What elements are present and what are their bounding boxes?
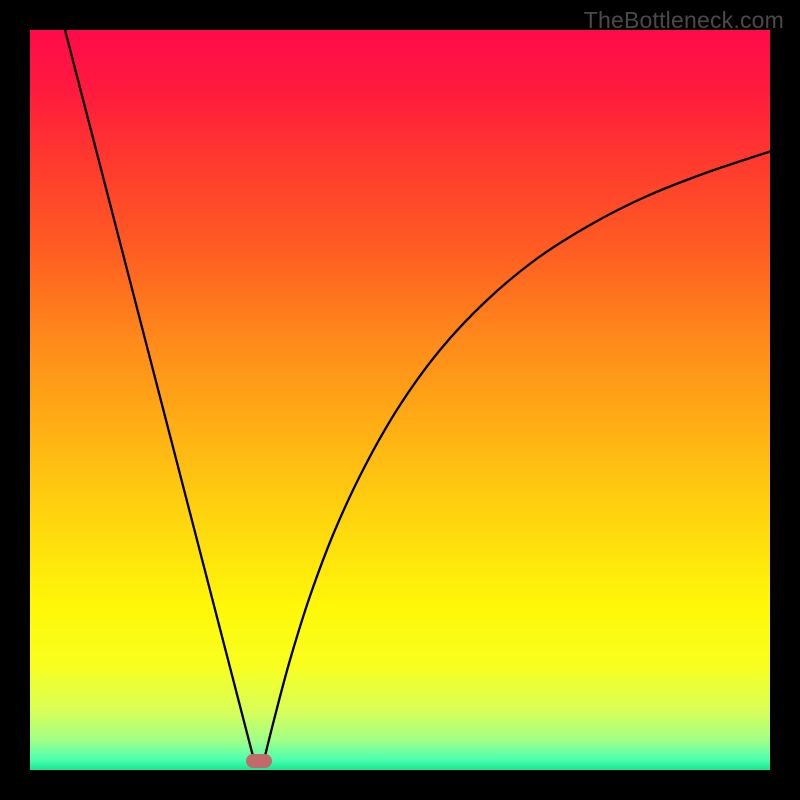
min-marker (246, 754, 272, 768)
chart-plot-area (30, 30, 770, 770)
curve-left-branch (64, 30, 255, 764)
curve-right-branch (263, 151, 770, 764)
chart-curve (30, 30, 770, 770)
